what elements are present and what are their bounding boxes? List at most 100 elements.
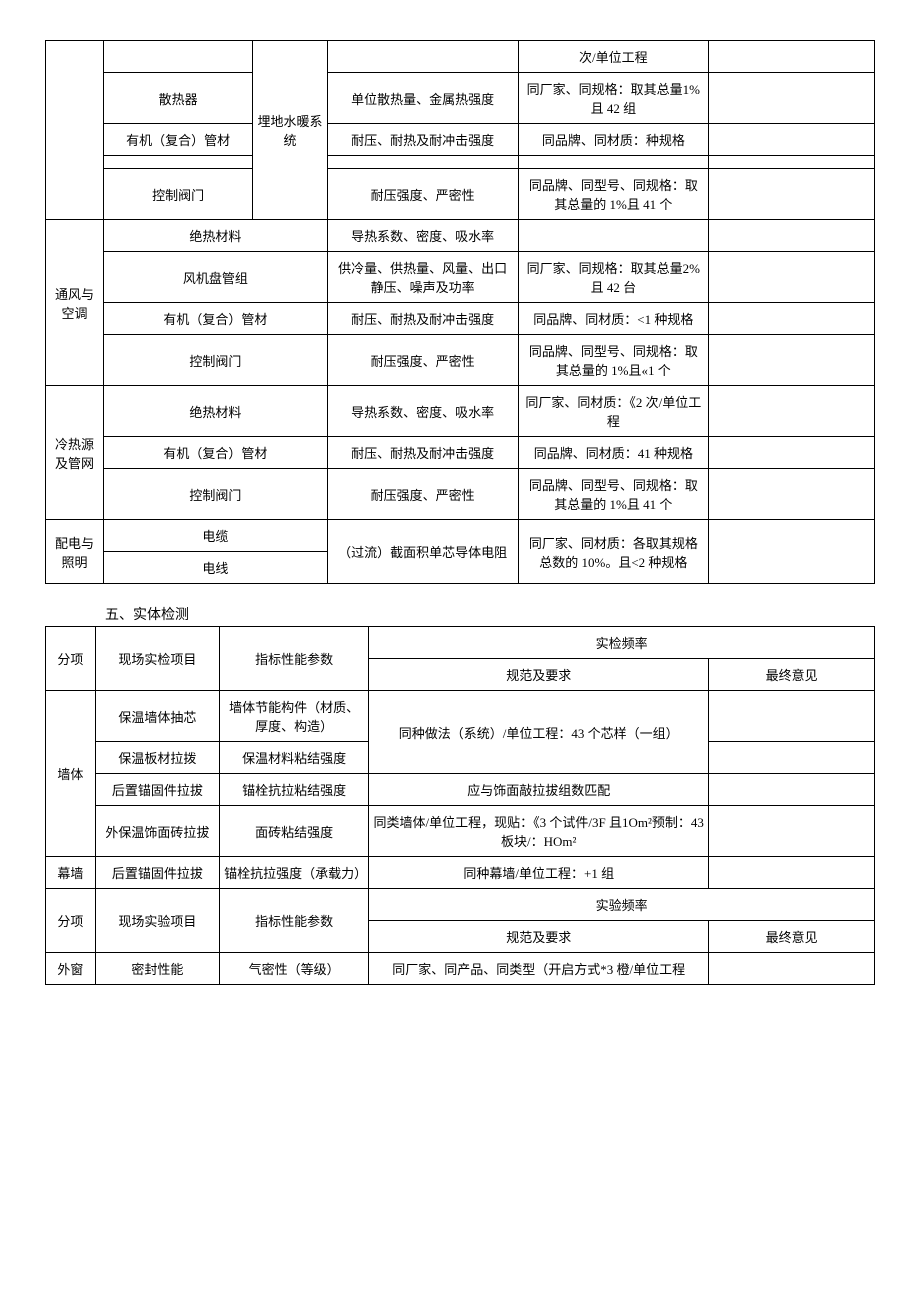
cell: 同品牌、同材质：41 种规格 — [518, 437, 709, 469]
cell: 次/单位工程 — [518, 41, 709, 73]
cell — [709, 335, 875, 386]
cell — [709, 953, 875, 985]
table-1: 埋地水暖系统 次/单位工程 散热器 单位散热量、金属热强度 同厂家、同规格：取其… — [45, 40, 875, 584]
cell: 供冷量、供热量、风量、出口静压、噪声及功率 — [327, 252, 518, 303]
cell: 同厂家、同规格：取其总量1%且 42 组 — [518, 73, 709, 124]
cell: 配电与照明 — [46, 520, 104, 584]
table-row: 控制阀门 耐压强度、严密性 同品牌、同型号、同规格：取其总量的 1%且 41 个 — [46, 469, 875, 520]
cell — [46, 41, 104, 220]
header-cell: 指标性能参数 — [220, 627, 369, 691]
cell: 同厂家、同产品、同类型（开启方式*3 橙/单位工程 — [369, 953, 709, 985]
cell: 绝热材料 — [104, 220, 328, 252]
cell: 同品牌、同型号、同规格：取其总量的 1%且 41 个 — [518, 469, 709, 520]
table-row: 控制阀门 耐压强度、严密性 同品牌、同型号、同规格：取其总量的 1%且«1 个 — [46, 335, 875, 386]
cell: 电线 — [104, 552, 328, 584]
cell — [709, 806, 875, 857]
table-row: 墙体 保温墙体抽芯 墙体节能构件（材质、厚度、构造） 同种做法（系统）/单位工程… — [46, 691, 875, 742]
cell: 保温墙体抽芯 — [95, 691, 219, 742]
header-cell: 分项 — [46, 889, 96, 953]
cell — [518, 220, 709, 252]
cell: 散热器 — [104, 73, 253, 124]
cell — [709, 469, 875, 520]
header-cell: 现场实检项目 — [95, 627, 219, 691]
cell: 外窗 — [46, 953, 96, 985]
cell: 锚栓抗拉粘结强度 — [220, 774, 369, 806]
cell — [709, 41, 875, 73]
cell: 冷热源及管网 — [46, 386, 104, 520]
cell: （过流）截面积单芯导体电阻 — [327, 520, 518, 584]
header-cell: 分项 — [46, 627, 96, 691]
cell: 埋地水暖系统 — [253, 41, 328, 220]
cell: 气密性（等级） — [220, 953, 369, 985]
cell: 通风与空调 — [46, 220, 104, 386]
table-row: 后置锚固件拉拔 锚栓抗拉粘结强度 应与饰面敲拉拔组数匹配 — [46, 774, 875, 806]
cell: 应与饰面敲拉拔组数匹配 — [369, 774, 709, 806]
cell: 同品牌、同型号、同规格：取其总量的 1%且 41 个 — [518, 169, 709, 220]
cell: 锚栓抗拉强度（承载力） — [220, 857, 369, 889]
cell — [709, 303, 875, 335]
cell: 后置锚固件拉拔 — [95, 774, 219, 806]
cell — [709, 220, 875, 252]
cell: 风机盘管组 — [104, 252, 328, 303]
cell: 同种幕墙/单位工程：+1 组 — [369, 857, 709, 889]
cell: 同厂家、同材质：各取其规格总数的 10%。且<2 种规格 — [518, 520, 709, 584]
cell: 耐压、耐热及耐冲击强度 — [327, 303, 518, 335]
cell: 同厂家、同规格：取其总量2%且 42 台 — [518, 252, 709, 303]
cell — [104, 41, 253, 73]
cell: 保温材料粘结强度 — [220, 742, 369, 774]
cell: 面砖粘结强度 — [220, 806, 369, 857]
cell: 同类墙体/单位工程，现贴：《3 个试件/3F 且1Om²预制：43 板块/：HO… — [369, 806, 709, 857]
cell — [709, 73, 875, 124]
cell: 同厂家、同材质：《2 次/单位工程 — [518, 386, 709, 437]
cell: 控制阀门 — [104, 335, 328, 386]
cell — [709, 386, 875, 437]
cell — [104, 156, 253, 169]
cell — [709, 774, 875, 806]
cell — [518, 156, 709, 169]
cell: 幕墙 — [46, 857, 96, 889]
cell: 耐压强度、严密性 — [327, 335, 518, 386]
cell: 同品牌、同材质：种规格 — [518, 124, 709, 156]
cell: 控制阀门 — [104, 169, 253, 220]
table-row: 埋地水暖系统 次/单位工程 — [46, 41, 875, 73]
cell: 耐压、耐热及耐冲击强度 — [327, 124, 518, 156]
header-cell: 实验频率 — [369, 889, 875, 921]
cell — [709, 156, 875, 169]
table-row: 有机（复合）管材 耐压、耐热及耐冲击强度 同品牌、同材质：41 种规格 — [46, 437, 875, 469]
cell: 同种做法（系统）/单位工程：43 个芯样（一组） — [369, 691, 709, 774]
cell — [709, 437, 875, 469]
table-row: 控制阀门 耐压强度、严密性 同品牌、同型号、同规格：取其总量的 1%且 41 个 — [46, 169, 875, 220]
cell: 导热系数、密度、吸水率 — [327, 220, 518, 252]
table-row: 外窗 密封性能 气密性（等级） 同厂家、同产品、同类型（开启方式*3 橙/单位工… — [46, 953, 875, 985]
header-cell: 规范及要求 — [369, 659, 709, 691]
cell — [709, 520, 875, 584]
cell: 绝热材料 — [104, 386, 328, 437]
cell: 耐压强度、严密性 — [327, 469, 518, 520]
cell: 有机（复合）管材 — [104, 437, 328, 469]
header-cell: 指标性能参数 — [220, 889, 369, 953]
section-title: 五、实体检测 — [105, 604, 875, 624]
cell: 密封性能 — [95, 953, 219, 985]
table-row: 通风与空调 绝热材料 导热系数、密度、吸水率 — [46, 220, 875, 252]
cell: 控制阀门 — [104, 469, 328, 520]
cell — [327, 41, 518, 73]
cell: 墙体 — [46, 691, 96, 857]
cell: 耐压、耐热及耐冲击强度 — [327, 437, 518, 469]
cell: 墙体节能构件（材质、厚度、构造） — [220, 691, 369, 742]
table-row: 配电与照明 电缆 （过流）截面积单芯导体电阻 同厂家、同材质：各取其规格总数的 … — [46, 520, 875, 552]
header-cell: 现场实验项目 — [95, 889, 219, 953]
header-cell: 最终意见 — [709, 659, 875, 691]
cell — [709, 124, 875, 156]
cell: 外保温饰面砖拉拔 — [95, 806, 219, 857]
cell — [709, 742, 875, 774]
cell: 单位散热量、金属热强度 — [327, 73, 518, 124]
cell: 有机（复合）管材 — [104, 124, 253, 156]
table-row: 风机盘管组 供冷量、供热量、风量、出口静压、噪声及功率 同厂家、同规格：取其总量… — [46, 252, 875, 303]
table-row: 幕墙 后置锚固件拉拔 锚栓抗拉强度（承载力） 同种幕墙/单位工程：+1 组 — [46, 857, 875, 889]
table-row: 外保温饰面砖拉拔 面砖粘结强度 同类墙体/单位工程，现贴：《3 个试件/3F 且… — [46, 806, 875, 857]
header-cell: 最终意见 — [709, 921, 875, 953]
cell — [327, 156, 518, 169]
cell: 同品牌、同型号、同规格：取其总量的 1%且«1 个 — [518, 335, 709, 386]
table-row: 冷热源及管网 绝热材料 导热系数、密度、吸水率 同厂家、同材质：《2 次/单位工… — [46, 386, 875, 437]
table-row: 分项 现场实验项目 指标性能参数 实验频率 — [46, 889, 875, 921]
